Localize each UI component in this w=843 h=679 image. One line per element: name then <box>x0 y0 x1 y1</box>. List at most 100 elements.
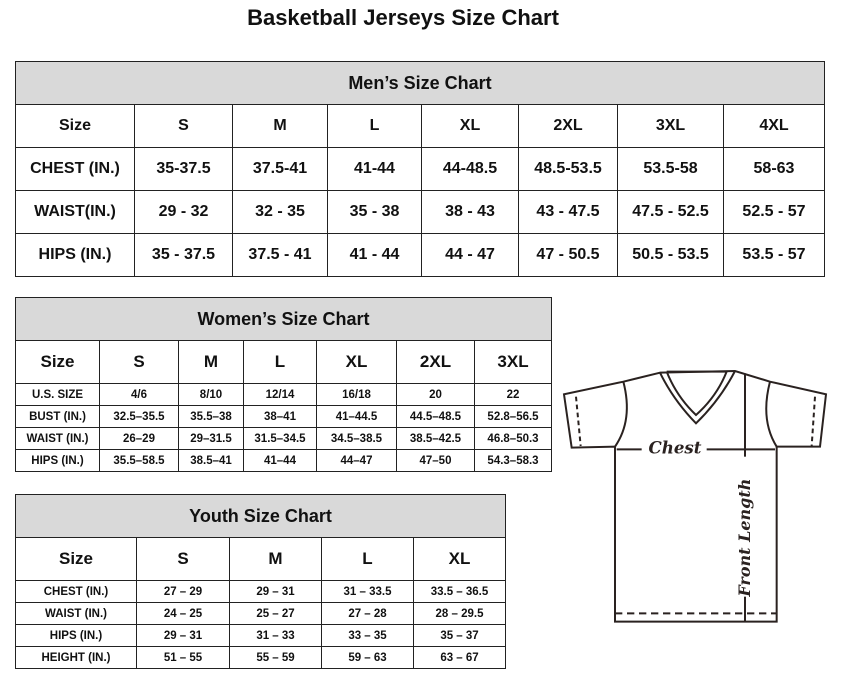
table-cell: L <box>243 340 317 384</box>
tshirt-diagram: Chest Front Length <box>562 369 828 623</box>
table-cell: 52.8–56.5 <box>473 405 553 428</box>
table-cell: 54.3–58.3 <box>473 449 553 472</box>
table-cell: 47 - 50.5 <box>518 233 618 277</box>
table-cell: 24 – 25 <box>136 602 230 625</box>
table-cell: 27 – 29 <box>136 580 230 603</box>
row-label: WAIST(IN.) <box>15 190 135 234</box>
table-row: WAIST (IN.) 26–29 29–31.5 31.5–34.5 34.5–38.… <box>15 427 553 450</box>
table-cell: 4XL <box>723 104 825 148</box>
table-cell: 37.5-41 <box>232 147 328 191</box>
table-cell: 8/10 <box>178 383 244 406</box>
row-label: U.S. SIZE <box>15 383 100 406</box>
table-cell: 29 – 31 <box>229 580 322 603</box>
table-cell: 41 - 44 <box>327 233 422 277</box>
table-header-row: Size S M L XL 2XL 3XL 4XL <box>15 104 825 148</box>
row-label: Size <box>15 340 100 384</box>
table-cell: 37.5 - 41 <box>232 233 328 277</box>
table-cell: M <box>178 340 244 384</box>
table-cell: 35 - 38 <box>327 190 422 234</box>
table-cell: 12/14 <box>243 383 317 406</box>
table-cell: 41–44.5 <box>316 405 397 428</box>
table-cell: 41-44 <box>327 147 422 191</box>
table-cell: 2XL <box>518 104 618 148</box>
table-row: HIPS (IN.) 35 - 37.5 37.5 - 41 41 - 44 44 - … <box>15 233 825 277</box>
table-cell: S <box>134 104 233 148</box>
table-row: WAIST(IN.) 29 - 32 32 - 35 35 - 38 38 - 43 43… <box>15 190 825 234</box>
table-cell: 2XL <box>396 340 475 384</box>
table-cell: 22 <box>473 383 553 406</box>
table-cell: 25 – 27 <box>229 602 322 625</box>
table-cell: 33 – 35 <box>321 624 414 647</box>
table-row: CHEST (IN.) 35-37.5 37.5-41 41-44 44-48.5 48.… <box>15 147 825 191</box>
table-cell: XL <box>412 537 507 581</box>
table-row: HEIGHT (IN.) 51 – 55 55 – 59 59 – 63 63 – 67 <box>15 646 507 669</box>
mens-table-title: Men’s Size Chart <box>15 61 825 105</box>
table-cell: 27 – 28 <box>321 602 414 625</box>
table-cell: 50.5 - 53.5 <box>617 233 724 277</box>
table-cell: 16/18 <box>316 383 397 406</box>
table-cell: M <box>232 104 328 148</box>
table-cell: 44–47 <box>316 449 397 472</box>
row-label: Size <box>15 104 135 148</box>
table-cell: 28 – 29.5 <box>412 602 507 625</box>
table-cell: 41–44 <box>243 449 317 472</box>
table-cell: L <box>321 537 414 581</box>
table-cell: S <box>99 340 179 384</box>
row-label: WAIST (IN.) <box>15 427 100 450</box>
table-cell: 53.5-58 <box>617 147 724 191</box>
table-cell: XL <box>316 340 397 384</box>
row-label: HIPS (IN.) <box>15 449 100 472</box>
table-cell: 63 – 67 <box>412 646 507 669</box>
row-label: CHEST (IN.) <box>15 147 135 191</box>
table-cell: 35 - 37.5 <box>134 233 233 277</box>
table-cell: 35 – 37 <box>412 624 507 647</box>
table-cell: 29 – 31 <box>136 624 230 647</box>
table-cell: M <box>229 537 322 581</box>
row-label: HIPS (IN.) <box>15 624 137 647</box>
row-label: CHEST (IN.) <box>15 580 137 603</box>
table-cell: 38.5–42.5 <box>396 427 475 450</box>
row-label: BUST (IN.) <box>15 405 100 428</box>
chest-label: Chest <box>648 437 701 457</box>
table-cell: 33.5 – 36.5 <box>412 580 507 603</box>
table-cell: 32.5–35.5 <box>99 405 179 428</box>
table-cell: 20 <box>396 383 475 406</box>
table-row: HIPS (IN.) 29 – 31 31 – 33 33 – 35 35 – 37 <box>15 624 507 647</box>
row-label: HIPS (IN.) <box>15 233 135 277</box>
row-label: HEIGHT (IN.) <box>15 646 137 669</box>
table-row: BUST (IN.) 32.5–35.5 35.5–38 38–41 41–44.5 44… <box>15 405 553 428</box>
table-cell: 55 – 59 <box>229 646 322 669</box>
table-cell: 48.5-53.5 <box>518 147 618 191</box>
womens-table-title: Women’s Size Chart <box>14 297 553 341</box>
table-cell: 35.5–38 <box>178 405 244 428</box>
table-cell: 38.5–41 <box>178 449 244 472</box>
table-cell: 46.8–50.3 <box>473 427 553 450</box>
table-cell: 38 - 43 <box>421 190 519 234</box>
mens-size-table: Men’s Size Chart Size S M L XL 2XL 3XL 4XL CHEST… <box>15 61 825 277</box>
table-cell: L <box>327 104 422 148</box>
table-row: WAIST (IN.) 24 – 25 25 – 27 27 – 28 28 – 29.… <box>15 602 507 625</box>
table-header-row: Size S M L XL <box>15 537 507 581</box>
youth-size-table: Youth Size Chart Size S M L XL CHEST (IN.) 27 … <box>14 494 507 669</box>
table-cell: 58-63 <box>723 147 825 191</box>
table-row: U.S. SIZE 4/6 8/10 12/14 16/18 20 22 <box>15 383 553 406</box>
table-cell: 59 – 63 <box>321 646 414 669</box>
row-label: Size <box>15 537 137 581</box>
table-cell: 29–31.5 <box>178 427 244 450</box>
table-cell: 31.5–34.5 <box>243 427 317 450</box>
table-cell: 29 - 32 <box>134 190 233 234</box>
table-cell: 3XL <box>617 104 724 148</box>
table-cell: 44.5–48.5 <box>396 405 475 428</box>
row-label: WAIST (IN.) <box>15 602 137 625</box>
table-cell: XL <box>421 104 519 148</box>
table-row: HIPS (IN.) 35.5–58.5 38.5–41 41–44 44–47 47–5… <box>15 449 553 472</box>
table-cell: 31 – 33 <box>229 624 322 647</box>
table-cell: 34.5–38.5 <box>316 427 397 450</box>
table-cell: 44 - 47 <box>421 233 519 277</box>
table-cell: 38–41 <box>243 405 317 428</box>
table-header-row: Size S M L XL 2XL 3XL <box>15 340 553 384</box>
table-cell: 26–29 <box>99 427 179 450</box>
table-cell: 47.5 - 52.5 <box>617 190 724 234</box>
table-row: CHEST (IN.) 27 – 29 29 – 31 31 – 33.5 33.5 –… <box>15 580 507 603</box>
table-cell: 52.5 - 57 <box>723 190 825 234</box>
